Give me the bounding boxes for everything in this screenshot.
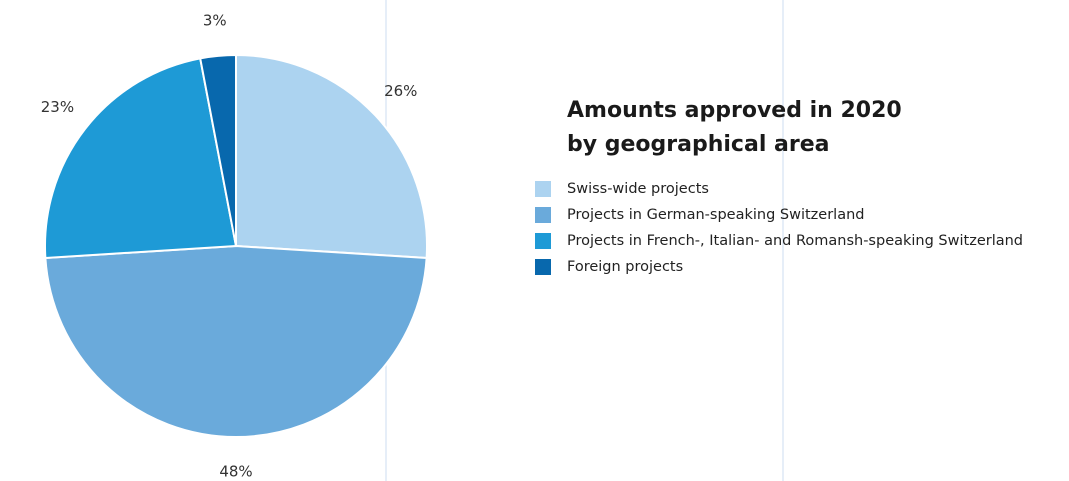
legend-label: Projects in French-, Italian- and Romans… <box>567 233 1023 249</box>
pie-slice <box>44 244 428 438</box>
data-label: 48% <box>219 463 252 481</box>
legend-swatch <box>535 181 551 197</box>
legend-label: Swiss-wide projects <box>567 181 709 197</box>
pie-slice <box>199 53 237 247</box>
data-label: 23% <box>41 98 74 116</box>
legend-label: Projects in German-speaking Switzerland <box>567 207 864 223</box>
chart-title: by geographical area <box>567 132 829 157</box>
data-label: 26% <box>384 82 417 100</box>
pie-slice <box>44 57 238 260</box>
pie-slice <box>235 53 428 260</box>
legend-swatch <box>535 233 551 249</box>
data-label: 3% <box>203 12 227 30</box>
legend-label: Foreign projects <box>567 259 683 275</box>
chart-title: Amounts approved in 2020 <box>567 98 902 123</box>
legend-swatch <box>535 259 551 275</box>
legend-swatch <box>535 207 551 223</box>
